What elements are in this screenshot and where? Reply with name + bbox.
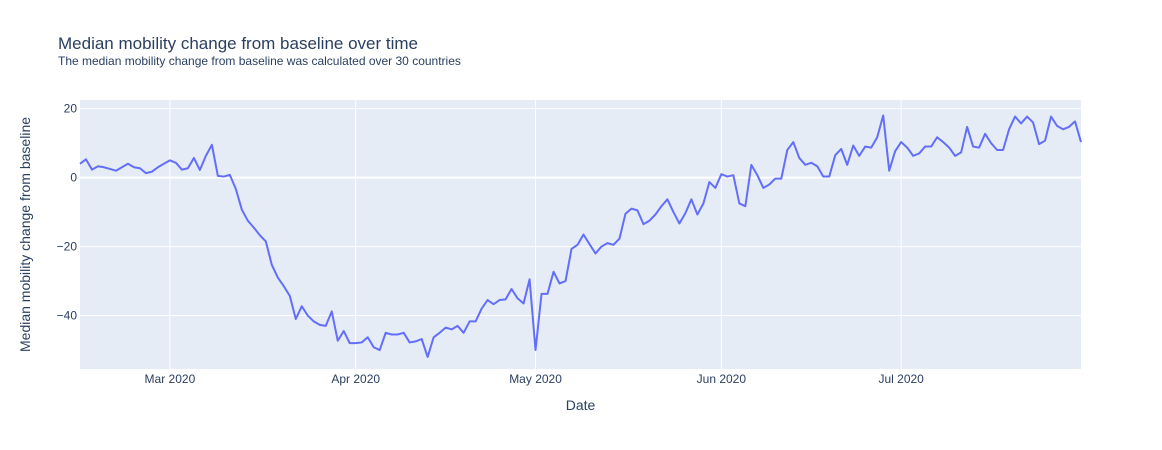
chart-subtitle: The median mobility change from baseline…	[58, 54, 461, 68]
tick-layer: 20 0 −20 −40 Mar 2020 Apr 2020 May 2020 Jun 202…	[57, 102, 925, 386]
chart-title: Median mobility change from baseline ove…	[58, 34, 419, 53]
y-tick-label: 0	[70, 171, 77, 185]
x-tick-label: Apr 2020	[331, 372, 380, 386]
x-tick-label: Mar 2020	[145, 372, 196, 386]
x-tick-label: May 2020	[509, 372, 562, 386]
y-tick-label: −40	[57, 309, 78, 323]
x-tick-label: Jun 2020	[697, 372, 747, 386]
series-line	[79, 114, 1082, 358]
y-axis-title: Median mobility change from baseline	[17, 117, 33, 352]
plot-background	[80, 100, 1081, 369]
grid-layer	[80, 100, 1081, 369]
y-tick-label: −20	[57, 240, 78, 254]
x-axis-title: Date	[566, 397, 596, 413]
x-tick-label: Jul 2020	[878, 372, 924, 386]
line-layer	[79, 114, 1082, 358]
y-tick-label: 20	[64, 102, 78, 116]
